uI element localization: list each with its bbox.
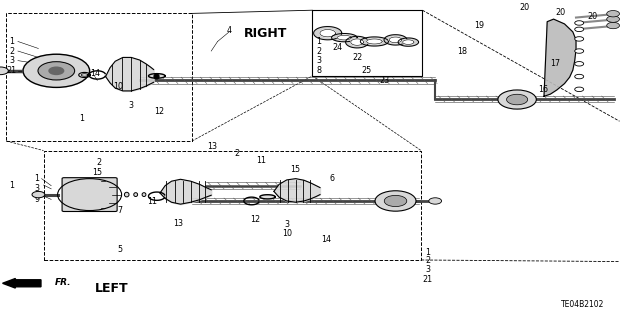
Circle shape [607,22,620,29]
Text: 23: 23 [379,76,389,85]
Text: 21: 21 [422,275,433,284]
Text: 20: 20 [555,8,565,17]
Text: 3: 3 [129,101,134,110]
Circle shape [575,49,584,53]
Text: 24: 24 [333,43,343,52]
Circle shape [575,37,584,41]
Text: 3: 3 [284,220,289,229]
Text: 6: 6 [329,174,334,183]
Circle shape [498,90,536,109]
Text: 1: 1 [9,181,14,190]
Text: 5: 5 [118,245,123,254]
Circle shape [38,62,75,80]
Circle shape [607,16,620,22]
Circle shape [0,67,8,75]
Text: 14: 14 [90,69,100,78]
Polygon shape [346,36,369,48]
Text: 15: 15 [291,165,301,174]
Text: 4: 4 [227,26,232,35]
Text: 18: 18 [457,47,467,56]
Text: 10: 10 [113,82,124,91]
Ellipse shape [142,193,146,197]
Text: 17: 17 [550,59,561,68]
Text: RIGHT: RIGHT [244,27,287,40]
Text: 20: 20 [520,3,530,11]
Polygon shape [389,37,402,43]
Text: TE04B2102: TE04B2102 [561,300,605,309]
Text: 20: 20 [587,12,597,21]
Ellipse shape [134,193,138,197]
Text: 12: 12 [250,215,260,224]
Text: 3: 3 [316,56,321,65]
Circle shape [23,54,90,87]
Polygon shape [320,30,335,37]
Circle shape [607,11,620,17]
Text: 2: 2 [234,149,239,158]
Text: 19: 19 [474,21,484,30]
Text: 2: 2 [316,47,321,56]
FancyArrow shape [3,278,41,288]
Circle shape [575,21,584,25]
Text: 14: 14 [321,235,332,244]
Text: 25: 25 [361,66,371,75]
Polygon shape [337,35,351,40]
Circle shape [575,27,584,32]
Text: 2: 2 [9,47,14,56]
Circle shape [575,87,584,92]
Text: LEFT: LEFT [95,282,129,295]
Text: 13: 13 [207,142,218,151]
Text: 12: 12 [154,107,164,115]
Text: 3: 3 [425,265,430,274]
Text: 1: 1 [425,248,430,256]
Circle shape [384,195,407,207]
Text: 15: 15 [92,168,102,177]
Text: 22: 22 [352,53,362,62]
FancyBboxPatch shape [62,178,117,211]
Text: 1: 1 [35,174,40,183]
Polygon shape [260,195,275,199]
Text: 13: 13 [173,219,183,228]
Text: 11: 11 [256,156,266,165]
Text: 10: 10 [282,229,292,238]
Text: 2: 2 [425,256,430,265]
Text: 9: 9 [35,195,40,204]
Polygon shape [148,74,165,78]
Text: FR.: FR. [54,278,71,287]
Text: 1: 1 [9,37,14,46]
Text: 3: 3 [35,184,40,193]
Polygon shape [398,38,419,46]
Circle shape [507,94,527,105]
Text: 8: 8 [316,66,321,75]
Text: 1: 1 [316,37,321,46]
Polygon shape [360,37,388,46]
Polygon shape [351,39,364,45]
Circle shape [49,67,63,74]
Polygon shape [403,40,414,44]
Polygon shape [332,33,357,42]
Polygon shape [544,19,576,96]
Circle shape [375,191,416,211]
Text: 2: 2 [97,158,102,167]
Text: 3: 3 [9,56,14,65]
Circle shape [575,62,584,66]
Polygon shape [367,39,382,44]
Polygon shape [314,26,342,40]
Circle shape [575,74,584,79]
Text: 7: 7 [118,206,123,215]
Ellipse shape [124,192,129,197]
Text: 1: 1 [79,114,84,122]
Text: 16: 16 [538,85,548,94]
Polygon shape [384,35,407,45]
Text: 11: 11 [147,197,157,206]
Text: 21: 21 [6,66,17,75]
Circle shape [32,191,45,198]
Circle shape [429,198,442,204]
